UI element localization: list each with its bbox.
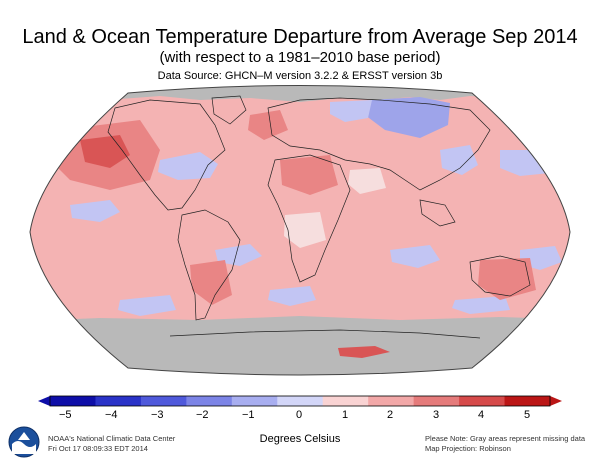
colorbar-unit-label: Degrees Celsius [259, 433, 341, 445]
eurasia-outline [267, 97, 491, 191]
color-swatch [140, 396, 187, 406]
africa-outline [267, 154, 351, 283]
colorbar-tick-label: 2 [387, 409, 394, 421]
west-siberia-cool-region [330, 100, 372, 122]
south-america-warm-region [190, 260, 232, 305]
indian-ocean-cool-region [390, 245, 440, 268]
color-scale-bar [38, 395, 562, 407]
colorbar-tick-label: 0 [296, 409, 303, 421]
southeast-pacific-cool-region [118, 295, 176, 316]
map-subtitle: (with respect to a 1981–2010 base period… [159, 49, 441, 66]
color-swatch [459, 396, 506, 406]
middle-east-neutral-region [348, 168, 386, 194]
colorbar-tick-label: −4 [105, 409, 118, 421]
globe-outline [29, 85, 571, 376]
color-swatch [231, 396, 278, 406]
data-source: Data Source: GHCN–M version 3.2.2 & ERSS… [157, 70, 443, 82]
northeast-pacific-hot-region [80, 135, 130, 168]
color-swatch [50, 396, 96, 406]
color-swatch [186, 396, 233, 406]
maritime-continent-outline [419, 199, 456, 227]
southern-ocean-cool-region [452, 296, 510, 314]
generated-date: Fri Oct 17 08:09:33 EDT 2014 [48, 444, 148, 453]
colorbar-tick-label: −2 [196, 409, 209, 421]
colorbar-frame [49, 395, 551, 407]
color-swatch [322, 396, 369, 406]
color-swatch [413, 396, 460, 406]
east-asia-cool-region [440, 145, 478, 175]
antarctic-missing-region [30, 316, 570, 375]
tropical-atlantic-cool-region [215, 244, 262, 266]
colorbar-right-arrow [550, 396, 562, 406]
color-swatch [504, 396, 551, 406]
north-america-outline [107, 99, 226, 211]
missing-data-note: Please Note: Gray areas represent missin… [425, 434, 586, 443]
color-swatch [277, 396, 324, 406]
continent-outlines [107, 95, 531, 339]
footer-notes: Please Note: Gray areas represent missin… [425, 434, 585, 454]
colorbar-tick-label: −3 [151, 409, 164, 421]
noaa-logo [8, 426, 40, 458]
greenland-outline [211, 95, 247, 125]
projection-note: Map Projection: Robinson [425, 444, 511, 453]
siberia-cool-region [365, 97, 450, 138]
footer-credit: NOAA's National Climatic Data Center Fri… [48, 434, 175, 454]
south-america-outline [177, 209, 241, 321]
central-africa-neutral-region [284, 212, 326, 248]
colorbar-tick-label: −1 [242, 409, 255, 421]
colorbar-tick-label: 1 [342, 409, 349, 421]
south-atlantic-cool-region [268, 286, 316, 306]
north-atlantic-warm-region [248, 110, 288, 140]
agency-label: NOAA's National Climatic Data Center [48, 434, 176, 443]
antarctica-outline [169, 329, 481, 339]
australia-outline [469, 255, 531, 297]
colorbar-tick-label: 5 [524, 409, 531, 421]
antarctic-coast-warm-region [338, 346, 390, 358]
colorbar-left-arrow [38, 396, 50, 406]
color-swatch [95, 396, 142, 406]
color-swatch [368, 396, 415, 406]
map-title: Land & Ocean Temperature Departure from … [22, 26, 578, 48]
colorbar-tick-label: −5 [59, 409, 72, 421]
colorbar-tick-label: 3 [433, 409, 440, 421]
pacific-cool-region [70, 200, 120, 222]
north-africa-warm-region [280, 155, 338, 195]
north-america-cool-region [158, 152, 218, 180]
colorbar-tick-label: 4 [478, 409, 485, 421]
arctic-missing-region [100, 85, 500, 102]
